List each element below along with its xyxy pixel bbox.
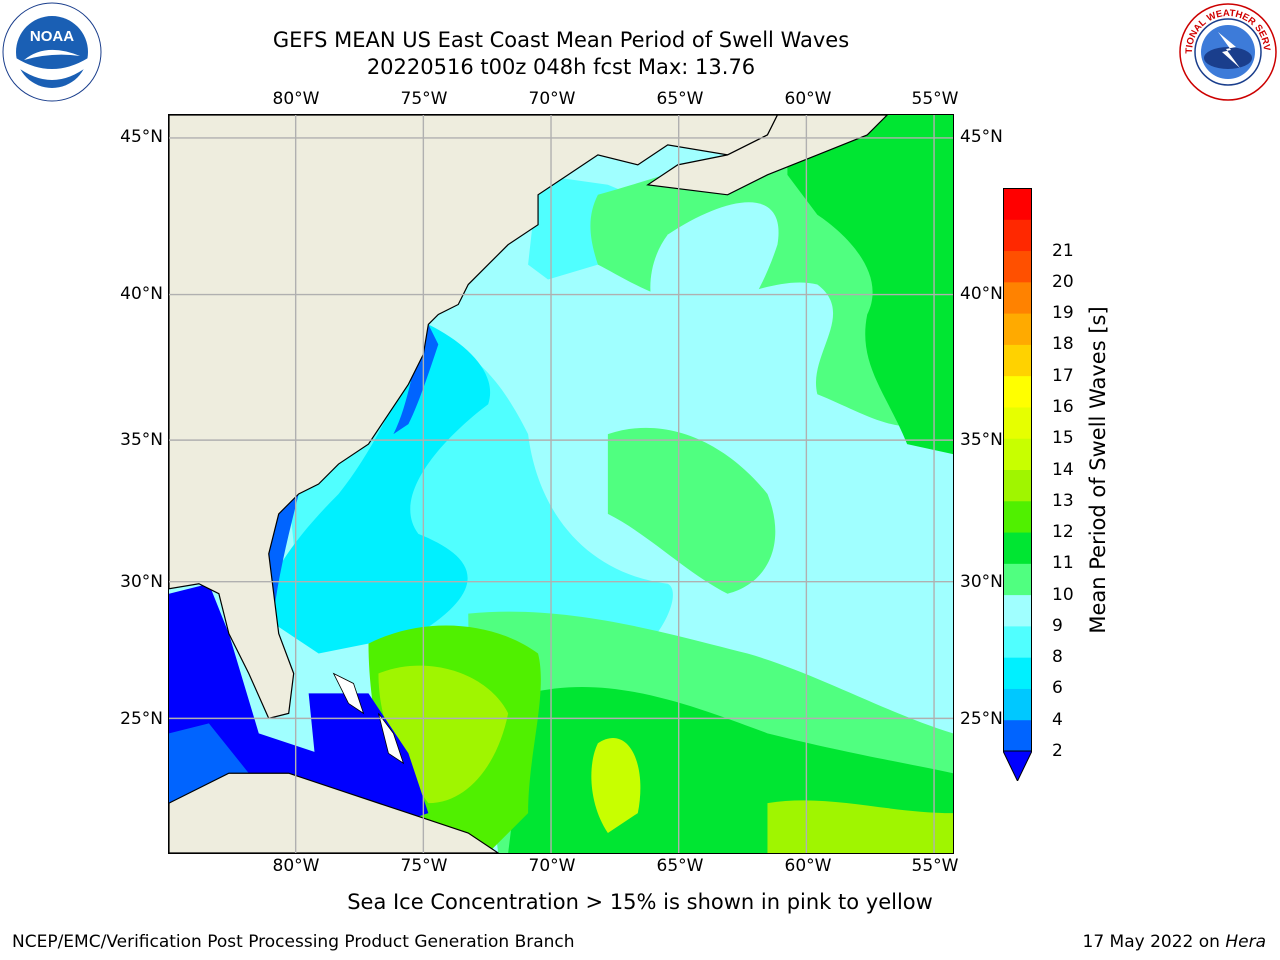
colorbar-extend-triangle	[1003, 750, 1032, 781]
colorbar-tick-label: 10	[1052, 584, 1074, 605]
colorbar-tick-label: 18	[1052, 334, 1074, 355]
land-north-america	[169, 115, 779, 720]
lat-label-right-35n: 35°N	[960, 430, 1003, 450]
colorbar-tick-label: 15	[1052, 428, 1074, 449]
lat-label-right-40n: 40°N	[960, 284, 1003, 304]
colorbar-tick-label: 19	[1052, 303, 1074, 324]
footer-date: 17 May 2022 on Hera	[1083, 932, 1267, 952]
sea-ice-note: Sea Ice Concentration > 15% is shown in …	[347, 890, 933, 914]
swell-region-4-6	[258, 324, 491, 654]
colorbar-outline	[1003, 188, 1032, 752]
lon-label-bottom-60w: 60°W	[784, 856, 832, 876]
lon-label-top-60w: 60°W	[784, 89, 832, 109]
swell-region-9-10-central	[607, 427, 776, 594]
colorbar-bin	[1003, 438, 1032, 470]
colorbar-tick-label: 6	[1052, 678, 1063, 699]
colorbar-bin	[1003, 250, 1032, 283]
colorbar-bin	[1003, 188, 1032, 220]
colorbar-tick-label: 2	[1052, 741, 1063, 761]
lon-label-top-70w: 70°W	[528, 89, 576, 109]
colorbar-bin	[1003, 469, 1032, 502]
colorbar-tick-label: 13	[1052, 490, 1074, 511]
swell-region-10-11-north	[787, 115, 953, 455]
lon-label-bottom-65w: 65°W	[656, 856, 704, 876]
noaa-logo-text: NOAA	[30, 28, 74, 45]
footer-credit: NCEP/EMC/Verification Post Processing Pr…	[12, 932, 575, 952]
colorbar-bin	[1003, 594, 1032, 627]
chart-title: GEFS MEAN US East Coast Mean Period of S…	[272, 28, 850, 52]
colorbar-bin	[1003, 313, 1032, 345]
colorbar-tick-label: 20	[1052, 271, 1074, 292]
swell-region-8-9-ne	[650, 202, 779, 355]
land-nova-scotia	[646, 115, 889, 196]
colorbar-tick-label: 12	[1052, 522, 1074, 543]
colorbar-bin	[1003, 532, 1032, 564]
lon-label-top-65w: 65°W	[656, 89, 704, 109]
lat-label-left-35n: 35°N	[120, 430, 163, 450]
colorbar-title: Mean Period of Swell Waves [s]	[1086, 306, 1110, 634]
colorbar-bin	[1003, 625, 1032, 658]
lon-label-top-55w: 55°W	[911, 89, 959, 109]
colorbar-bin	[1003, 657, 1032, 689]
noaa-logo: NOAA	[2, 2, 102, 102]
lat-label-left-40n: 40°N	[120, 284, 163, 304]
colorbar-bin	[1003, 563, 1032, 596]
land-cuba	[169, 772, 500, 853]
land-bahamas	[332, 672, 405, 765]
lat-label-right-25n: 25°N	[960, 709, 1003, 729]
swell-region-12-13-se	[767, 800, 953, 853]
colorbar-bin	[1003, 500, 1032, 533]
colorbar-tick-label: 8	[1052, 647, 1063, 668]
lon-label-bottom-75w: 75°W	[400, 856, 448, 876]
colorbar-bin	[1003, 375, 1032, 408]
colorbar-tick-label: 11	[1052, 553, 1074, 574]
colorbar-bin	[1003, 344, 1032, 377]
swell-region-2-4-shelf	[393, 324, 439, 435]
colorbar-tick-label: 9	[1052, 615, 1063, 636]
colorbar-bin	[1003, 406, 1032, 439]
graticule	[169, 115, 953, 853]
colorbar-tick-label: 4	[1052, 709, 1063, 730]
lon-label-top-75w: 75°W	[400, 89, 448, 109]
chart-subtitle: 20220516 t00z 048h fcst Max: 13.76	[366, 55, 756, 79]
lat-label-right-45n: 45°N	[960, 127, 1003, 147]
map-panel	[168, 114, 954, 854]
colorbar-bin	[1003, 281, 1032, 314]
nws-logo: NATIONAL WEATHER SERVICE	[1178, 2, 1277, 101]
colorbar-bin	[1003, 688, 1032, 721]
colorbar-bin	[1003, 719, 1032, 752]
colorbar-tick-label: 17	[1052, 365, 1074, 386]
lat-label-right-30n: 30°N	[960, 572, 1003, 592]
lat-label-left-45n: 45°N	[120, 127, 163, 147]
footer-date-text: 17 May 2022 on	[1082, 932, 1226, 952]
lat-label-left-25n: 25°N	[120, 709, 163, 729]
footer-machine: Hera	[1225, 932, 1266, 952]
colorbar-tick-label: 16	[1052, 396, 1074, 417]
lon-label-bottom-55w: 55°W	[911, 856, 959, 876]
colorbar-tick-label: 14	[1052, 459, 1074, 480]
colorbar-bin	[1003, 219, 1032, 252]
colorbar	[1003, 188, 1032, 781]
lon-label-bottom-70w: 70°W	[528, 856, 576, 876]
lon-label-bottom-80w: 80°W	[272, 856, 320, 876]
lon-label-top-80w: 80°W	[272, 89, 320, 109]
swell-region-13-14	[591, 738, 641, 834]
lat-label-left-30n: 30°N	[120, 572, 163, 592]
colorbar-tick-label: 21	[1052, 240, 1074, 261]
